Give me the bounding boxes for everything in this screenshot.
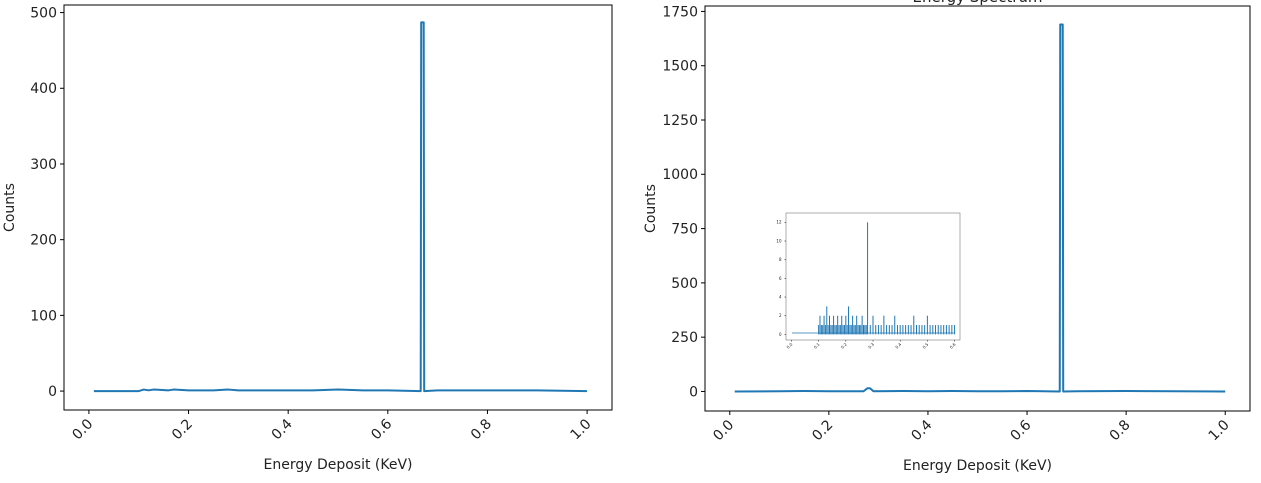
left-series-line [93, 21, 588, 393]
inset-ytick-label: 10 [776, 238, 782, 243]
right-ytick-label: 750 [671, 221, 698, 237]
left-ytick-label: 100 [30, 308, 57, 324]
right-xtick-label: 0.2 [809, 417, 836, 444]
inset-xtick-label: 0.4 [894, 341, 902, 349]
right-xtick-label: 0.4 [908, 417, 935, 444]
left-ylabel: Counts [2, 183, 18, 232]
inset-ytick-label: 4 [779, 294, 782, 299]
right-xtick-label: 0.8 [1107, 417, 1134, 444]
left-ytick-label: 300 [30, 157, 57, 173]
right-xtick-label: 0.6 [1008, 417, 1035, 444]
right-chart-title: Energy Spectrum [913, 0, 1043, 6]
left-xtick-label: 0.4 [269, 416, 296, 443]
inset-xtick-label: 0.2 [840, 341, 848, 349]
inset-xtick-label: 0.0 [785, 341, 793, 349]
right-ytick-label: 1750 [662, 4, 698, 20]
right-ytick-label: 500 [671, 276, 698, 292]
left-ytick-label: 400 [30, 81, 57, 97]
left-xtick-label: 0.8 [468, 416, 495, 443]
right-ytick-label: 0 [689, 384, 698, 400]
left-xtick-label: 0.6 [368, 416, 395, 443]
inset-xtick-label: 0.5 [921, 341, 929, 349]
inset-xtick-label: 0.1 [813, 341, 821, 349]
left-xlabel: Energy Deposit (KeV) [263, 457, 412, 473]
inset-ytick-label: 8 [779, 257, 782, 262]
right-series-line [734, 23, 1226, 393]
left-ytick-label: 200 [30, 233, 57, 249]
right-xtick-label: 1.0 [1206, 417, 1233, 444]
left-plot-frame [63, 4, 613, 411]
left-xtick-label: 0.0 [69, 416, 96, 443]
left-xtick-label: 0.2 [169, 416, 196, 443]
right-ylabel: Counts [643, 184, 659, 233]
right-axes: 0 250 500 750 1000 1250 1500 1750 0.0 0.2 0.4 0.6 0.… [643, 0, 1251, 474]
left-axes: 0 100 200 300 400 500 0.0 0.2 0.4 0.6 0.8 1.0 Energy… [2, 4, 613, 473]
inset-ytick-label: 2 [779, 313, 782, 318]
inset-xtick-label: 0.3 [867, 341, 875, 349]
right-xlabel: Energy Deposit (KeV) [903, 458, 1052, 474]
inset-axes: 0 2 4 6 8 10 12 0.0 0.1 0.2 0.3 0.4 0.5 0.6 [776, 212, 961, 350]
right-ytick-label: 1500 [662, 59, 698, 75]
left-ytick-label: 500 [30, 5, 57, 21]
left-ytick-label: 0 [48, 384, 57, 400]
right-ytick-label: 1250 [662, 113, 698, 129]
right-ytick-label: 1000 [662, 167, 698, 183]
left-xtick-label: 1.0 [568, 416, 595, 443]
inset-ytick-label: 12 [776, 220, 782, 225]
right-ytick-label: 250 [671, 330, 698, 346]
inset-ytick-label: 6 [779, 276, 782, 281]
inset-xtick-label: 0.6 [949, 341, 957, 349]
right-xtick-label: 0.0 [710, 417, 737, 444]
right-plot-frame [704, 5, 1251, 412]
inset-ytick-label: 0 [779, 332, 782, 337]
